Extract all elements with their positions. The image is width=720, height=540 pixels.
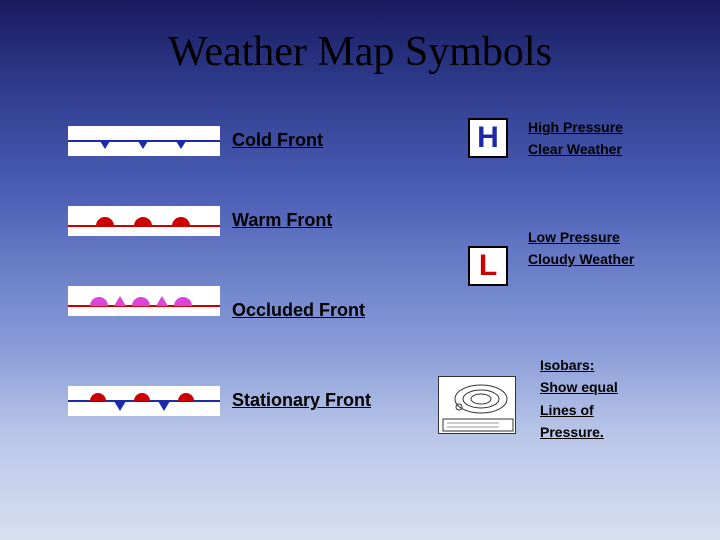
page-title: Weather Map Symbols bbox=[0, 0, 720, 76]
isobar-label: Isobars: Show equal Lines of Pressure. bbox=[540, 354, 618, 444]
warm-front-icon bbox=[68, 206, 220, 236]
low-pressure-icon: L bbox=[468, 246, 508, 286]
cold-front-symbol bbox=[68, 126, 220, 156]
warm-front-symbol bbox=[68, 206, 220, 236]
high-pressure-line2: Clear Weather bbox=[528, 138, 623, 160]
occluded-front-label: Occluded Front bbox=[232, 300, 365, 321]
low-pressure-line1: Low Pressure bbox=[528, 226, 634, 248]
cold-front-label: Cold Front bbox=[232, 130, 323, 151]
occluded-front-icon bbox=[68, 286, 220, 316]
stationary-front-symbol bbox=[68, 386, 220, 416]
stationary-front-label: Stationary Front bbox=[232, 390, 371, 411]
high-pressure-icon: H bbox=[468, 118, 508, 158]
isobar-line1: Isobars: bbox=[540, 354, 618, 376]
content-area: Cold Front Warm Front Occluded Front bbox=[0, 76, 720, 516]
warm-front-label: Warm Front bbox=[232, 210, 332, 231]
isobar-line3: Lines of bbox=[540, 399, 618, 421]
isobar-line2: Show equal bbox=[540, 376, 618, 398]
isobar-rings-icon bbox=[439, 377, 517, 435]
stationary-front-icon bbox=[68, 386, 220, 416]
isobar-line4: Pressure. bbox=[540, 421, 618, 443]
isobar-icon bbox=[438, 376, 516, 434]
low-pressure-label: Low Pressure Cloudy Weather bbox=[528, 226, 634, 271]
high-pressure-label: High Pressure Clear Weather bbox=[528, 116, 623, 161]
high-pressure-line1: High Pressure bbox=[528, 116, 623, 138]
occluded-front-symbol bbox=[68, 286, 220, 316]
cold-front-icon bbox=[68, 126, 220, 156]
low-pressure-line2: Cloudy Weather bbox=[528, 248, 634, 270]
